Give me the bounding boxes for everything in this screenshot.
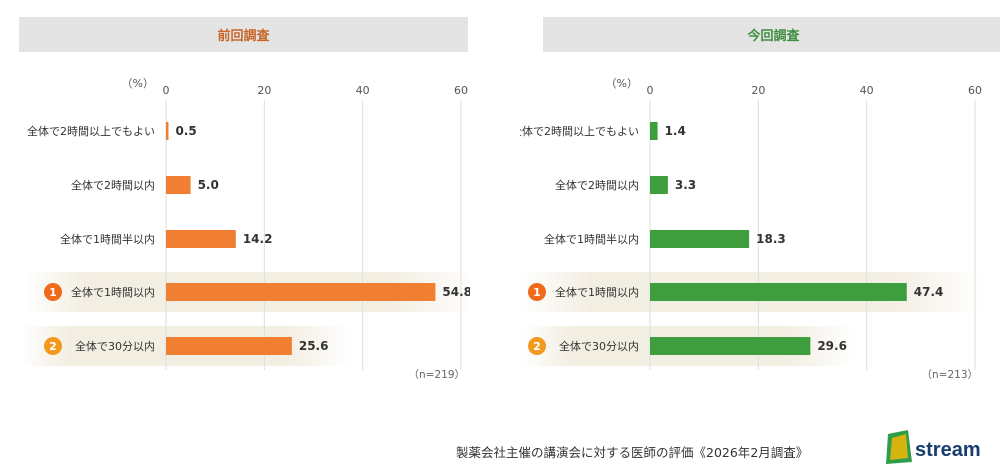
footer-caption: 製薬会社主催の講演会に対する医師の評価《2026年2月調査》: [456, 445, 809, 460]
rank-badge-number: 1: [533, 286, 541, 299]
bar: [166, 283, 436, 301]
category-label: 全体で30分以内: [75, 339, 155, 353]
x-tick-label: 40: [356, 84, 370, 97]
bar-value-label: 1.4: [665, 124, 686, 138]
svg-text:stream: stream: [915, 439, 981, 461]
x-tick-label: 0: [163, 84, 170, 97]
bar-value-label: 29.6: [817, 339, 847, 353]
category-label: 全体で2時間以上でもよい: [520, 124, 639, 138]
rank-badge-number: 2: [49, 340, 57, 353]
rank-badge-circle: [44, 337, 62, 355]
previous-survey-chart: 0 20 40 60 （%） 全体で2時間以上でもよい 0.5 全体で2時間以内 5.0 全体で1…: [20, 77, 470, 381]
category-label: 全体で1時間半以内: [60, 232, 155, 246]
category-label: 全体で2時間以内: [555, 178, 639, 192]
bar: [650, 176, 668, 194]
rank-badge-circle: [44, 283, 62, 301]
bar-value-label: 47.4: [914, 285, 944, 299]
sample-size-label: （n=219）: [409, 369, 466, 381]
category-label: 全体で1時間以内: [555, 285, 639, 299]
previous-survey-panel: 前回調査 0 20 40 60 （%） 全体で2時間以上でもよい 0.5 全体で2時間以内 5.…: [0, 0, 470, 390]
bar: [166, 337, 292, 355]
rank-badge-circle: [528, 337, 546, 355]
rank-badge-number: 1: [49, 286, 57, 299]
x-tick-label: 20: [751, 84, 765, 97]
x-tick-label: 20: [257, 84, 271, 97]
bar-value-label: 54.8: [442, 285, 470, 299]
bar-value-label: 0.5: [175, 124, 196, 138]
unit-label: （%）: [122, 77, 154, 90]
x-tick-label: 60: [454, 84, 468, 97]
category-label: 全体で2時間以内: [71, 178, 155, 192]
current-survey-panel: 今回調査 0 20 40 60 （%） 全体で2時間以上でもよい 1.4 全体で2時間以内 3.…: [520, 0, 1000, 390]
jstream-logo: stream: [886, 430, 981, 464]
bar: [650, 230, 750, 248]
bar-value-label: 5.0: [198, 178, 219, 192]
rank-badge-number: 2: [533, 340, 541, 353]
sample-size-label: （n=213）: [922, 369, 979, 381]
bar-value-label: 18.3: [756, 232, 786, 246]
category-label: 全体で2時間以上でもよい: [27, 124, 155, 138]
category-label: 全体で1時間半以内: [544, 232, 639, 246]
bar: [166, 122, 169, 140]
x-tick-label: 0: [647, 84, 654, 97]
x-tick-label: 40: [860, 84, 874, 97]
x-tick-label: 60: [968, 84, 982, 97]
current-survey-title: 今回調査: [543, 17, 1000, 52]
bar-value-label: 14.2: [243, 232, 273, 246]
rank-badge-circle: [528, 283, 546, 301]
bar: [650, 283, 907, 301]
current-survey-chart: 0 20 40 60 （%） 全体で2時間以上でもよい 1.4 全体で2時間以内 3.3 全体で1…: [520, 77, 982, 381]
bar: [650, 337, 811, 355]
bar: [650, 122, 658, 140]
unit-label: （%）: [606, 77, 638, 90]
bar-value-label: 25.6: [299, 339, 329, 353]
category-label: 全体で1時間以内: [71, 285, 155, 299]
category-label: 全体で30分以内: [559, 339, 639, 353]
bar: [166, 176, 191, 194]
previous-survey-title: 前回調査: [19, 17, 468, 52]
bar: [166, 230, 236, 248]
bar-value-label: 3.3: [675, 178, 696, 192]
